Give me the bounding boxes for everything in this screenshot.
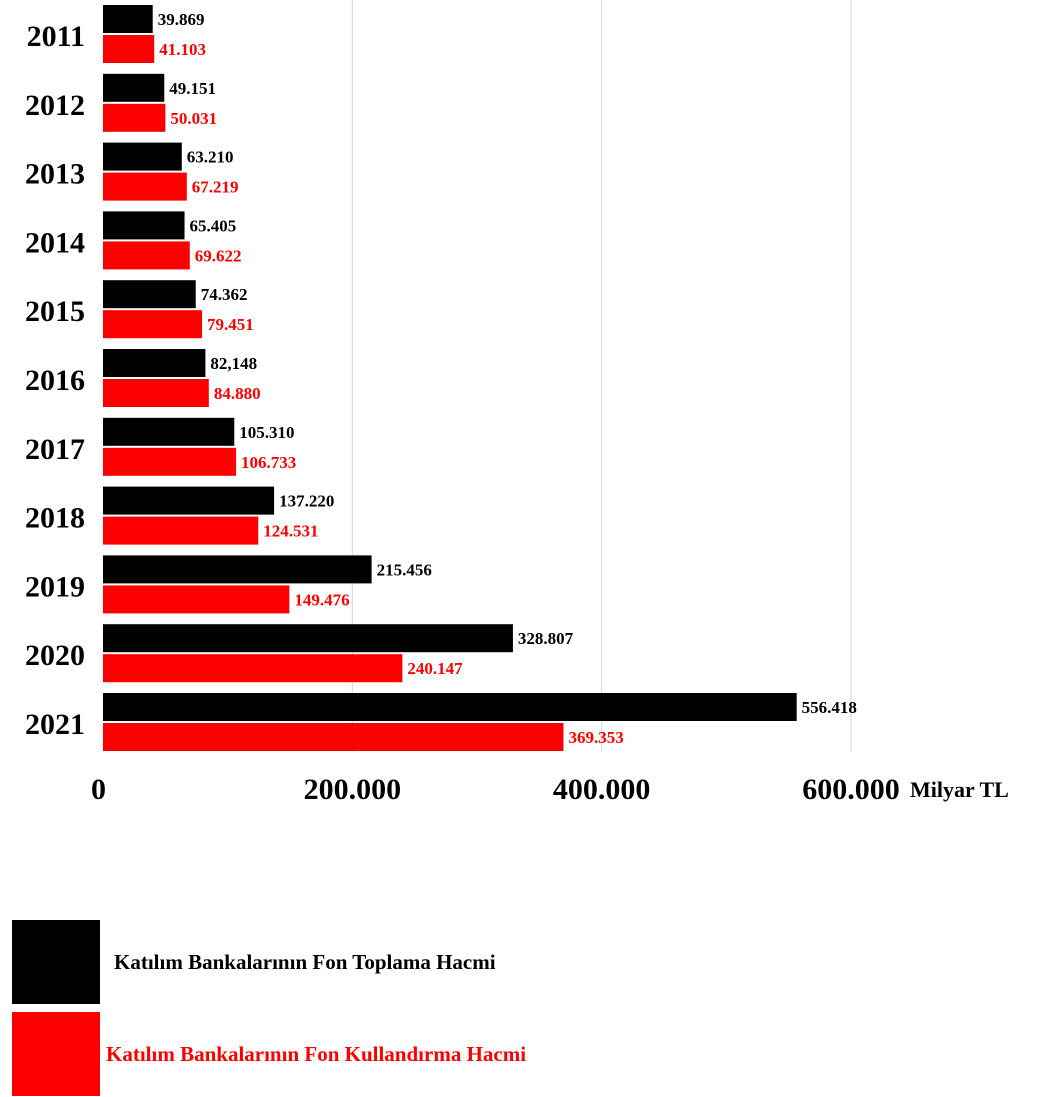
x-tick-label-0: 0 — [91, 773, 106, 806]
value-label-2018-series-2: 124.531 — [263, 522, 318, 541]
legend-item-series-1: Katılım Bankalarının Fon Toplama Hacmi — [12, 920, 496, 1004]
category-label-2018: 2018 — [25, 502, 85, 535]
category-label-2016: 2016 — [25, 364, 85, 397]
bar-2019-series-2 — [103, 585, 290, 614]
value-label-2019-series-1: 215.456 — [377, 560, 432, 579]
value-label-2020-series-1: 328.807 — [518, 629, 574, 648]
value-label-2014-series-2: 69.622 — [195, 246, 242, 265]
value-label-2016-series-2: 84.880 — [214, 384, 261, 403]
legend-swatch-series-1 — [12, 920, 100, 1004]
x-tick-label-1: 200.000 — [304, 773, 402, 806]
value-label-2021-series-2: 369.353 — [568, 728, 623, 747]
value-label-2018-series-1: 137.220 — [279, 492, 334, 511]
bars — [103, 5, 797, 751]
category-label-2012: 2012 — [25, 89, 85, 122]
value-label-2014-series-1: 65.405 — [190, 216, 237, 235]
category-label-2014: 2014 — [25, 226, 85, 259]
legend-label-series-2: Katılım Bankalarının Fon Kullandırma Hac… — [106, 1041, 527, 1066]
bar-2011-series-2 — [103, 35, 155, 63]
bar-2015-series-2 — [103, 310, 203, 339]
category-label-2015: 2015 — [25, 295, 85, 328]
bar-chart: 39.869 41.103 2011 49.151 50.031 2012 63.210 67… — [25, 0, 1009, 806]
bar-2015-series-1 — [103, 280, 196, 309]
value-label-2013-series-2: 67.219 — [192, 178, 239, 197]
category-label-2017: 2017 — [25, 433, 85, 466]
legend-item-series-2: Katılım Bankalarının Fon Kullandırma Hac… — [12, 1012, 526, 1096]
bar-2017-series-2 — [103, 447, 237, 476]
category-label-2011: 2011 — [27, 20, 85, 53]
value-label-2011-series-1: 39.869 — [158, 10, 205, 29]
value-label-2017-series-2: 106.733 — [241, 453, 296, 472]
bar-2016-series-2 — [103, 379, 209, 407]
value-label-2012-series-1: 49.151 — [169, 79, 216, 98]
bar-2011-series-1 — [103, 5, 153, 33]
value-label-2017-series-1: 105.310 — [239, 423, 294, 442]
bar-2019-series-1 — [103, 555, 372, 584]
value-label-2016-series-1: 82,148 — [210, 354, 257, 373]
category-label-2019: 2019 — [25, 570, 85, 603]
value-label-2012-series-2: 50.031 — [170, 109, 217, 128]
value-label-2015-series-2: 79.451 — [207, 315, 254, 334]
x-tick-label-2: 400.000 — [553, 773, 651, 806]
value-label-2013-series-1: 63.210 — [187, 148, 234, 167]
labels: 39.869 41.103 2011 49.151 50.031 2012 63.210 67… — [25, 10, 857, 747]
legend-label-series-1: Katılım Bankalarının Fon Toplama Hacmi — [114, 949, 496, 974]
bar-2012-series-2 — [103, 103, 166, 132]
category-label-2020: 2020 — [25, 639, 85, 672]
bar-2020-series-2 — [103, 654, 403, 683]
bar-2018-series-1 — [103, 486, 275, 515]
value-label-2021-series-1: 556.418 — [802, 698, 857, 717]
bar-2020-series-1 — [103, 624, 513, 653]
bar-2021-series-1 — [103, 693, 797, 721]
bar-2014-series-2 — [103, 241, 190, 270]
bar-2018-series-2 — [103, 516, 259, 545]
legend-swatch-series-2 — [12, 1012, 100, 1096]
x-tick-label-3: 600.000 — [802, 773, 900, 806]
bar-2014-series-1 — [103, 211, 185, 240]
bar-2012-series-1 — [103, 73, 165, 102]
value-label-2015-series-1: 74.362 — [201, 285, 248, 304]
bar-2013-series-1 — [103, 142, 182, 171]
value-label-2020-series-2: 240.147 — [407, 659, 463, 678]
category-label-2013: 2013 — [25, 158, 85, 191]
x-axis: 0 200.000 400.000 600.000 Milyar TL — [91, 773, 1009, 806]
value-label-2019-series-2: 149.476 — [294, 590, 349, 609]
value-label-2011-series-2: 41.103 — [159, 40, 206, 59]
bar-2021-series-2 — [103, 723, 564, 751]
x-axis-unit-label: Milyar TL — [910, 777, 1009, 802]
category-label-2021: 2021 — [25, 708, 85, 741]
bar-2016-series-1 — [103, 349, 206, 377]
bar-2017-series-1 — [103, 417, 235, 446]
bar-2013-series-2 — [103, 172, 187, 201]
